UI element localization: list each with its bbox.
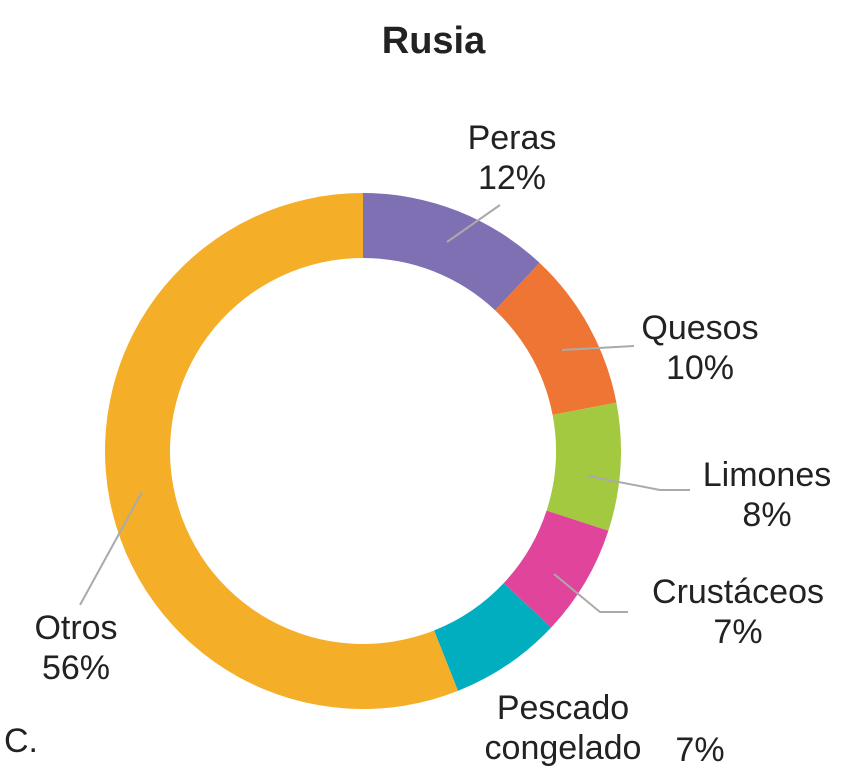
value-label: 56% — [41, 649, 111, 687]
slice-label: Quesos — [641, 309, 759, 347]
donut-slice — [546, 402, 622, 531]
donut-slice — [434, 583, 552, 691]
slice-label: Pescado congelado — [484, 689, 642, 767]
leader-line — [587, 475, 690, 491]
footnote: C. — [4, 722, 38, 760]
slice-label: Limones — [702, 456, 832, 494]
value-label: 10% — [665, 349, 735, 387]
slice-label: Otros — [34, 609, 118, 647]
chart-title: Rusia — [381, 20, 486, 62]
leader-line — [446, 204, 501, 243]
leader-line — [553, 573, 628, 613]
slice-label: Crustáceos — [652, 573, 824, 611]
value-label: 7% — [675, 731, 725, 769]
value-label: 7% — [713, 613, 763, 651]
value-label: 8% — [742, 496, 792, 534]
donut-slice — [495, 262, 617, 415]
donut-slice — [503, 510, 609, 628]
donut-slice — [105, 193, 458, 709]
leader-line — [79, 491, 143, 606]
value-label: 12% — [477, 159, 547, 197]
donut-slice — [363, 193, 540, 311]
slice-label: Peras — [467, 119, 557, 157]
leader-line — [561, 345, 635, 351]
